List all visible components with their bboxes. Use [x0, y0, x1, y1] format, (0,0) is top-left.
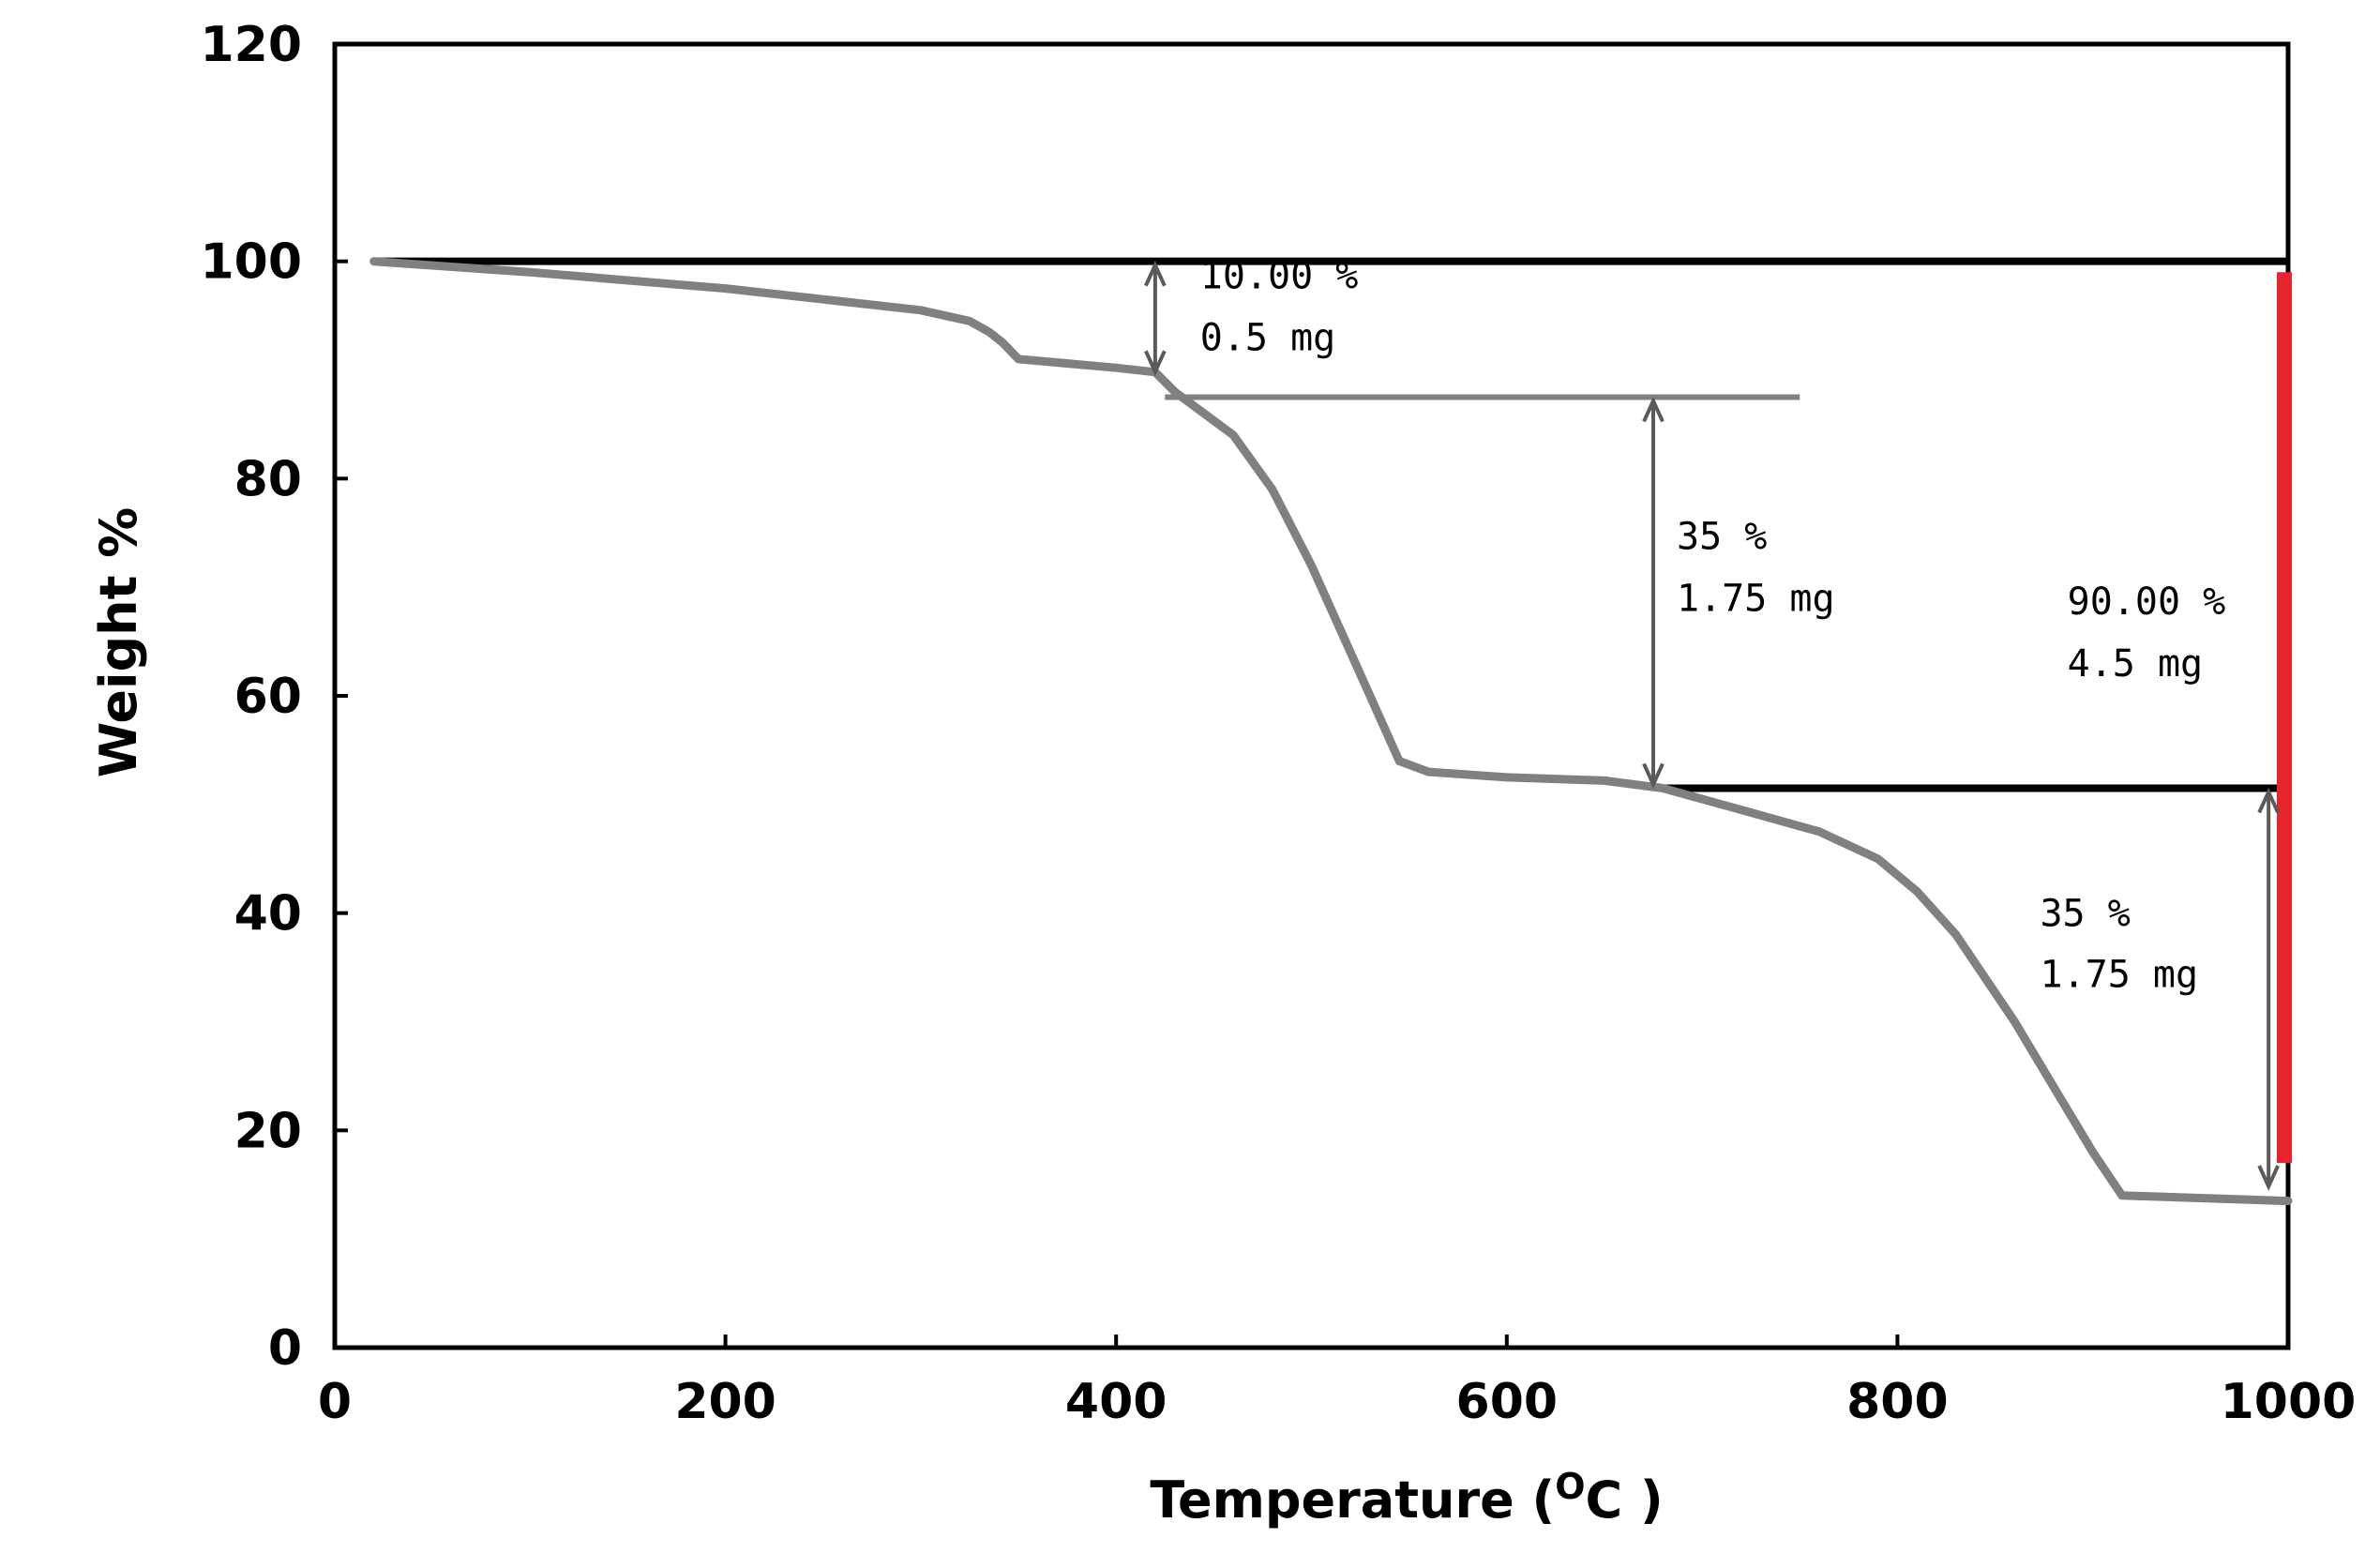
data-series — [369, 257, 2293, 1206]
y-tick-label-6: 120 — [200, 17, 302, 73]
loss-arrow-3-head-top — [2257, 787, 2280, 814]
loss-arrow-2-head-bottom — [1642, 762, 1664, 790]
x-tick-label-5: 1000 — [2221, 1374, 2357, 1430]
y-axis-title: Weight % — [89, 507, 148, 778]
loss-arrow-1 — [1144, 260, 1167, 377]
annotation-step3-line-0: 35 % — [2040, 893, 2130, 936]
y-tick-label-0: 0 — [268, 1320, 302, 1377]
x-axis-degree-sup: O — [1555, 1466, 1585, 1507]
loss-arrow-2-head-top — [1642, 396, 1664, 423]
loss-arrow-1-head-top — [1144, 260, 1167, 287]
y-tick-label-4: 80 — [234, 451, 302, 507]
x-tick-label-1: 200 — [674, 1374, 776, 1430]
x-tick-label-0: 0 — [318, 1374, 352, 1430]
annotations: 10.00 % 0.5 mg 35 % 1.75 mg 90.00 % 4.5 mg 35 … — [1200, 255, 2225, 997]
annotation-total-line-1: 4.5 mg — [2068, 642, 2204, 686]
x-axis-title: Temperature (OC ) — [1150, 1466, 1663, 1530]
annotation-total-line-0: 90.00 % — [2068, 580, 2226, 624]
x-tick-label-3: 600 — [1456, 1374, 1559, 1430]
y-tick-labels: 0 20 40 60 80 100 120 — [200, 17, 302, 1377]
annotation-step1-line-0: 10.00 % — [1200, 255, 1359, 298]
y-tick-label-5: 100 — [200, 234, 302, 291]
x-axis-unit: C ) — [1586, 1470, 1664, 1530]
reference-lines — [373, 257, 2292, 1164]
plot-frame — [332, 41, 2291, 1350]
loss-arrow-1-head-bottom — [1144, 350, 1167, 377]
series-line-0 — [369, 257, 2293, 1206]
x-tick-label-4: 800 — [1846, 1374, 1949, 1430]
arrows — [1144, 260, 2280, 1191]
axis-ticks — [333, 42, 2290, 1349]
loss-arrow-3-head-bottom — [2257, 1165, 2280, 1191]
x-tick-labels: 0 200 400 600 800 1000 — [318, 1374, 2356, 1430]
annotation-step3-line-1: 1.75 mg — [2040, 953, 2198, 996]
loss-arrow-3 — [2257, 787, 2280, 1191]
y-tick-label-2: 40 — [234, 886, 302, 942]
loss-arrow-2 — [1642, 396, 1664, 790]
annotation-step2-line-1: 1.75 mg — [1677, 578, 1835, 621]
annotation-step1-line-1: 0.5 mg — [1200, 317, 1336, 360]
x-tick-label-2: 400 — [1065, 1374, 1167, 1430]
y-tick-label-1: 20 — [234, 1103, 302, 1159]
y-tick-label-3: 60 — [234, 669, 302, 725]
annotation-step2-line-0: 35 % — [1677, 516, 1767, 559]
x-axis-title-text: Temperature ( — [1150, 1470, 1555, 1530]
